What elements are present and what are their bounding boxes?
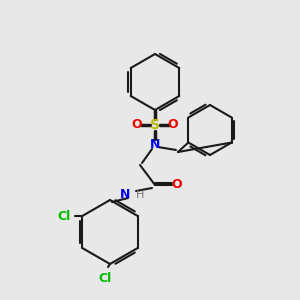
Text: N: N — [150, 139, 160, 152]
Text: O: O — [168, 118, 178, 131]
Text: H: H — [136, 190, 144, 200]
Text: O: O — [132, 118, 142, 131]
Text: Cl: Cl — [57, 209, 70, 223]
Text: O: O — [172, 178, 182, 191]
Text: Cl: Cl — [98, 272, 112, 285]
Text: N: N — [120, 188, 130, 202]
Text: S: S — [150, 118, 160, 132]
